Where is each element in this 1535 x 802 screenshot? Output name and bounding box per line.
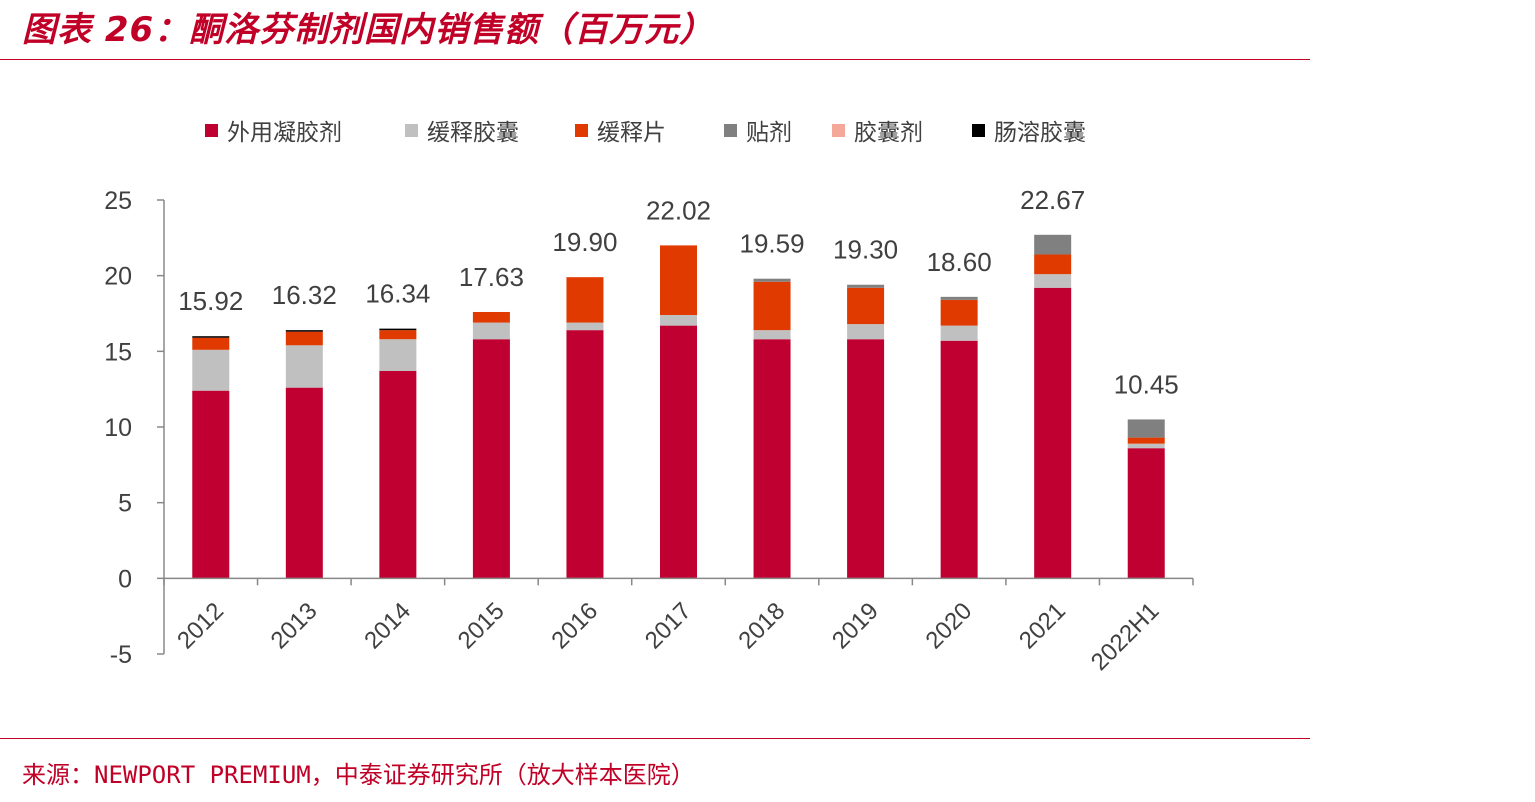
y-tick-label: 25 bbox=[104, 187, 132, 215]
bar-segment bbox=[1127, 443, 1165, 449]
y-tick-label: -5 bbox=[110, 641, 132, 669]
total-label: 19.59 bbox=[740, 229, 805, 259]
x-tick-label: 2012 bbox=[172, 597, 229, 654]
legend-label: 缓释胶囊 bbox=[427, 119, 519, 145]
bar-segment bbox=[847, 287, 885, 325]
bar-segment bbox=[285, 387, 323, 579]
bar-segment bbox=[847, 339, 885, 579]
bar-segment bbox=[192, 336, 230, 338]
x-tick-label: 2022H1 bbox=[1086, 597, 1165, 676]
legend-label: 肠溶胶囊 bbox=[994, 119, 1086, 145]
y-tick-label: 15 bbox=[104, 338, 132, 366]
total-label: 19.90 bbox=[552, 227, 617, 257]
bar-segment bbox=[753, 278, 791, 282]
title-rule bbox=[0, 59, 1310, 60]
legend-swatch bbox=[205, 124, 218, 137]
y-tick-label: 20 bbox=[104, 263, 132, 291]
stacked-bar-chart: 外用凝胶剂 缓释胶囊 缓释片 贴剂 胶囊剂 肠溶胶囊 -5 0 5 10 15 20 25 15.92 20… bbox=[104, 119, 1194, 676]
total-label: 16.34 bbox=[365, 279, 430, 309]
bar-segment bbox=[1034, 274, 1072, 288]
bar-segment bbox=[285, 330, 323, 332]
legend-swatch bbox=[575, 124, 588, 137]
y-tick-label: 0 bbox=[118, 565, 132, 593]
legend-label: 胶囊剂 bbox=[854, 119, 923, 145]
bar-segment bbox=[1034, 254, 1072, 275]
x-tick-label: 2015 bbox=[453, 597, 510, 654]
bar-segment bbox=[940, 340, 978, 579]
bar-segment bbox=[1127, 448, 1165, 579]
figure-title: 图表 26：酮洛芬制剂国内销售额（百万元） bbox=[22, 10, 715, 50]
bar-segment bbox=[285, 345, 323, 388]
total-label: 19.30 bbox=[833, 235, 898, 265]
bar-segment bbox=[1127, 437, 1165, 444]
bar-segment bbox=[940, 299, 978, 326]
bar-segment bbox=[192, 390, 230, 579]
x-tick-label: 2016 bbox=[546, 597, 603, 654]
total-label: 17.63 bbox=[459, 262, 524, 292]
bar-segment bbox=[940, 296, 978, 300]
x-tick-label: 2021 bbox=[1014, 597, 1071, 654]
x-tick-label: 2018 bbox=[733, 597, 790, 654]
bar-segment bbox=[285, 331, 323, 346]
bar-segment bbox=[379, 339, 417, 372]
bar-segment bbox=[472, 339, 510, 579]
x-tick-label: 2013 bbox=[266, 597, 323, 654]
bar-segment bbox=[1127, 419, 1165, 438]
bar-segment bbox=[753, 281, 791, 331]
x-tick-label: 2017 bbox=[640, 597, 697, 654]
total-label: 16.32 bbox=[272, 280, 337, 310]
y-tick-label: 5 bbox=[118, 490, 132, 518]
legend-label: 贴剂 bbox=[746, 119, 792, 145]
bar-segment bbox=[472, 311, 510, 323]
bar-segment bbox=[847, 284, 885, 288]
legend-label: 外用凝胶剂 bbox=[227, 119, 342, 145]
bar-segment bbox=[660, 315, 697, 326]
bar-segment bbox=[379, 328, 417, 331]
y-tick-label: 10 bbox=[104, 414, 132, 442]
x-tick-label: 2019 bbox=[827, 597, 884, 654]
bar-segment bbox=[379, 330, 417, 340]
bar-segment bbox=[472, 322, 510, 340]
legend-label: 缓释片 bbox=[597, 119, 666, 145]
bar-segment bbox=[753, 330, 791, 340]
source-rule bbox=[0, 738, 1310, 739]
legend-swatch bbox=[405, 124, 418, 137]
legend-swatch bbox=[724, 124, 737, 137]
bar-segment bbox=[566, 330, 604, 579]
total-label: 22.02 bbox=[646, 195, 711, 225]
total-label: 10.45 bbox=[1114, 369, 1179, 399]
x-tick-label: 2020 bbox=[921, 597, 978, 654]
bar-segment bbox=[660, 245, 697, 316]
bar-segment bbox=[566, 322, 604, 331]
bar-segment bbox=[566, 277, 604, 323]
bar-segment bbox=[660, 325, 697, 579]
source-note: 来源：NEWPORT PREMIUM，中泰证券研究所（放大样本医院） bbox=[22, 761, 695, 789]
x-tick-label: 2014 bbox=[359, 597, 416, 654]
bar-segment bbox=[379, 371, 417, 579]
bar-segment bbox=[1034, 234, 1072, 255]
legend-swatch bbox=[972, 124, 985, 137]
bar-segment bbox=[192, 349, 230, 391]
bar-segment bbox=[192, 337, 230, 350]
total-label: 15.92 bbox=[178, 286, 243, 316]
total-label: 22.67 bbox=[1020, 185, 1085, 215]
bar-segment bbox=[940, 325, 978, 341]
bar-segment bbox=[847, 324, 885, 340]
legend-swatch bbox=[832, 124, 845, 137]
total-label: 18.60 bbox=[927, 247, 992, 277]
bar-segment bbox=[1034, 287, 1072, 579]
bar-segment bbox=[753, 339, 791, 579]
